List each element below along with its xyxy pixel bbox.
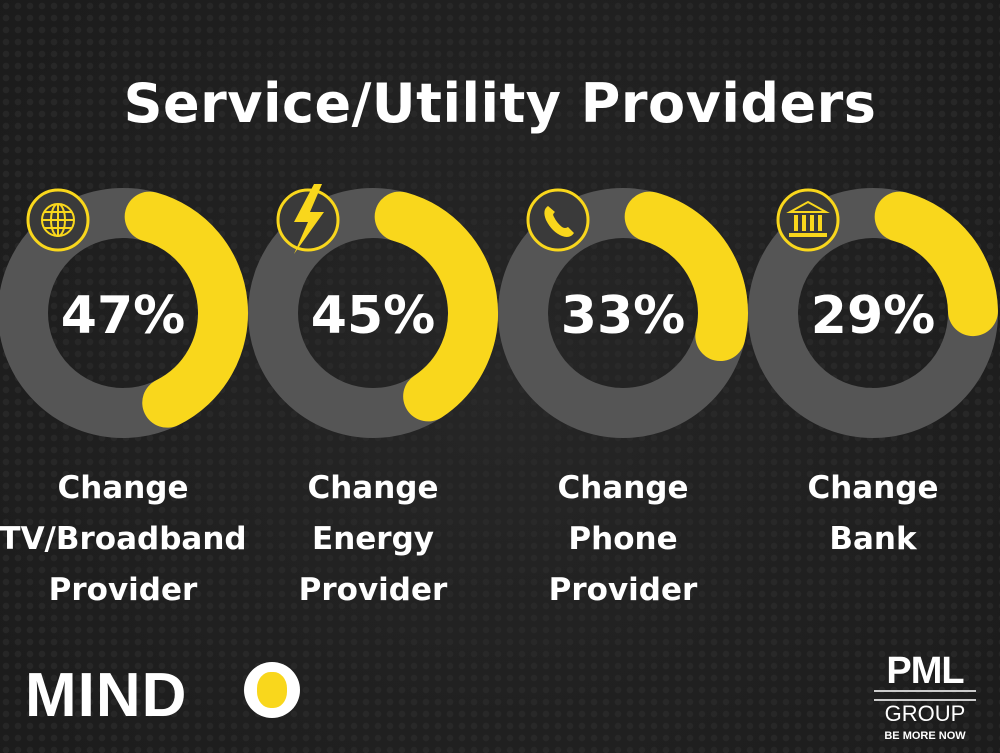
category-label-line: Change <box>807 470 939 506</box>
category-label-line: Energy <box>312 521 434 557</box>
category-label-line: TV/Broadband <box>0 521 247 557</box>
donut-2: 45% <box>248 184 498 438</box>
donut-value-arc <box>874 191 998 337</box>
pml-logo-tagline: BE MORE NOW <box>884 730 966 742</box>
donut-value-arc <box>124 191 248 428</box>
value-label: 33% <box>561 286 685 346</box>
category-label-line: Phone <box>568 521 678 557</box>
category-label: Change Phone Provider <box>498 463 748 616</box>
donut-value-arc <box>374 191 498 422</box>
value-label: 29% <box>811 286 935 346</box>
category-label-line: Change <box>57 470 189 506</box>
category-label: Change TV/Broadband Provider <box>0 463 248 616</box>
value-label: 47% <box>61 286 185 346</box>
donut-4: 29% <box>748 188 998 438</box>
category-label-line: Provider <box>548 572 698 608</box>
mind-logo: MIND <box>25 661 188 730</box>
pml-logo-group: GROUP <box>884 701 966 726</box>
lightning-icon <box>276 184 340 254</box>
globe-icon <box>26 188 90 252</box>
category-label: Change Bank <box>748 463 998 565</box>
pml-group-logo: PML GROUP BE MORE NOW <box>870 650 980 742</box>
donut-1: 47% <box>0 188 248 438</box>
pml-logo-lines <box>874 690 976 701</box>
category-label-line: Change <box>307 470 439 506</box>
brain-icon <box>244 662 300 718</box>
category-label-line: Change <box>557 470 689 506</box>
category-label-line: Bank <box>829 521 917 557</box>
value-label: 45% <box>311 286 435 346</box>
category-label-line: Provider <box>298 572 448 608</box>
page-title: Service/Utility Providers <box>123 72 877 135</box>
donut-value-arc <box>624 191 748 362</box>
phone-icon <box>526 188 590 252</box>
bank-icon <box>776 188 840 252</box>
category-label-line: Provider <box>48 572 198 608</box>
donut-3: 33% <box>498 188 748 438</box>
category-label: Change Energy Provider <box>248 463 498 616</box>
pml-logo-text: PML <box>886 650 964 692</box>
